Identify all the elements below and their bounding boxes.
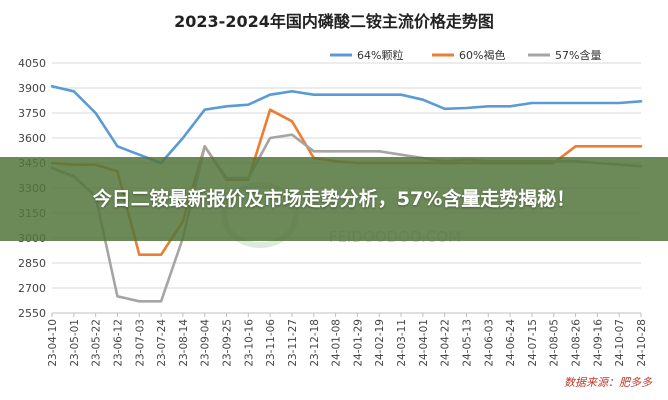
legend: 64%颗粒 60%褐色 57%含量 (330, 48, 601, 62)
legend-label: 64%颗粒 (357, 48, 403, 62)
x-tick-label: 24-08-05 (549, 319, 561, 367)
x-tick-label: 23-07-24 (156, 319, 168, 367)
chart-title: 2023-2024年国内磷酸二铵主流价格走势图 (174, 12, 494, 31)
x-tick-label: 23-10-16 (243, 319, 255, 367)
x-tick-label: 23-05-22 (91, 319, 103, 367)
x-tick-label: 23-04-10 (47, 319, 59, 367)
y-tick-label: 3900 (18, 82, 46, 95)
x-tick-label: 24-01-08 (331, 319, 343, 367)
headline-banner: 今日二铵最新报价及市场走势分析，57%含量走势揭秘！ (0, 157, 668, 241)
x-tick-label: 24-06-24 (505, 319, 517, 367)
x-tick-label: 24-03-11 (396, 319, 408, 367)
y-tick-label: 4050 (18, 57, 46, 70)
legend-label: 60%褐色 (459, 48, 505, 62)
x-tick-label: 24-04-01 (418, 319, 430, 367)
headline-text: 今日二铵最新报价及市场走势分析，57%含量走势揭秘！ (92, 188, 576, 210)
y-tick-label: 3600 (18, 132, 46, 145)
x-tick-label: 24-06-03 (483, 319, 495, 367)
x-tick-label: 23-09-25 (222, 319, 234, 367)
x-tick-label: 24-07-15 (527, 319, 539, 367)
x-tick-label: 24-09-16 (592, 319, 604, 367)
x-tick-label: 23-05-01 (69, 319, 81, 367)
x-tick-label: 23-08-14 (178, 319, 190, 367)
x-tick-label: 24-08-26 (571, 319, 583, 367)
x-tick-label: 23-07-03 (134, 319, 146, 367)
x-tick-label: 23-11-27 (287, 319, 299, 367)
legend-label: 57%含量 (555, 48, 601, 62)
x-tick-label: 23-11-06 (265, 319, 277, 367)
x-tick-label: 23-09-04 (200, 319, 212, 367)
y-tick-label: 2550 (18, 307, 46, 320)
x-tick-label: 23-06-12 (112, 319, 124, 367)
y-tick-label: 2700 (18, 282, 46, 295)
x-tick-label: 23-12-18 (309, 319, 321, 367)
x-tick-label: 24-04-22 (440, 319, 452, 367)
x-axis: 23-04-10 23-05-01 23-05-22 23-06-12 23-07-03… (47, 312, 648, 367)
x-tick-label: 24-05-13 (461, 319, 473, 367)
x-tick-label: 24-02-19 (374, 319, 386, 367)
x-tick-label: 24-10-28 (636, 319, 648, 367)
y-tick-label: 2850 (18, 257, 46, 270)
x-tick-label: 24-01-29 (352, 319, 364, 367)
source-note: 数据来源：肥多多 (564, 376, 653, 389)
x-tick-label: 24-10-07 (614, 319, 626, 367)
y-tick-label: 3750 (18, 107, 46, 120)
